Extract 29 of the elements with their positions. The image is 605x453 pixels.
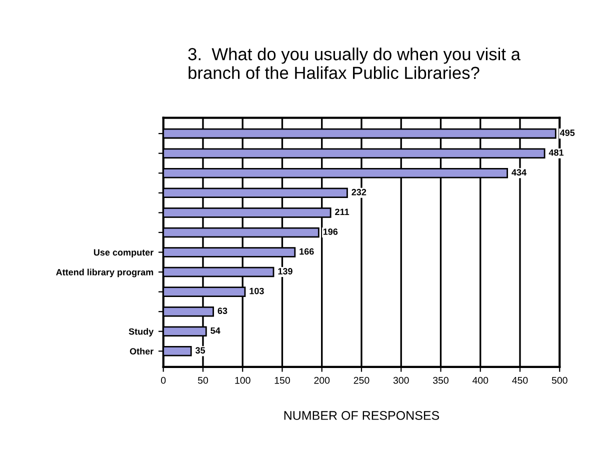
data-label: 232 bbox=[352, 188, 366, 196]
chart-title: 3. What do you usually do when you visit a branch of the Halifax Public Libraries? bbox=[188, 48, 520, 80]
x-tick-label: 150 bbox=[274, 376, 290, 384]
y-tick-label: Attend library program bbox=[56, 268, 154, 278]
data-label: 35 bbox=[195, 347, 206, 354]
x-tick-label: 200 bbox=[314, 376, 330, 384]
y-tick-label: Study bbox=[128, 328, 154, 337]
x-tick-label: 450 bbox=[512, 376, 528, 384]
x-axis-title: NUMBER OF RESPONSES bbox=[284, 411, 440, 420]
data-label: 166 bbox=[300, 248, 314, 255]
x-tick-label: 300 bbox=[393, 376, 409, 384]
x-tick-label: 0 bbox=[161, 376, 166, 384]
x-tick-label: 500 bbox=[552, 376, 568, 384]
data-label: 139 bbox=[278, 268, 292, 274]
data-label: 495 bbox=[560, 130, 575, 136]
x-tick-label: 400 bbox=[472, 376, 488, 384]
x-tick-label: 100 bbox=[235, 376, 250, 384]
y-tick-label: Other bbox=[130, 348, 154, 355]
data-label: 196 bbox=[323, 228, 338, 235]
x-tick-label: 50 bbox=[198, 376, 208, 384]
y-tick-label: Use computer bbox=[94, 249, 154, 258]
data-label: 481 bbox=[548, 149, 564, 156]
x-tick-label: 250 bbox=[354, 376, 370, 384]
data-label: 211 bbox=[335, 208, 350, 216]
data-label: 434 bbox=[512, 169, 526, 176]
data-label: 54 bbox=[210, 327, 220, 334]
data-label: 63 bbox=[218, 308, 228, 314]
data-label: 103 bbox=[250, 288, 264, 294]
x-tick-label: 350 bbox=[433, 376, 448, 384]
